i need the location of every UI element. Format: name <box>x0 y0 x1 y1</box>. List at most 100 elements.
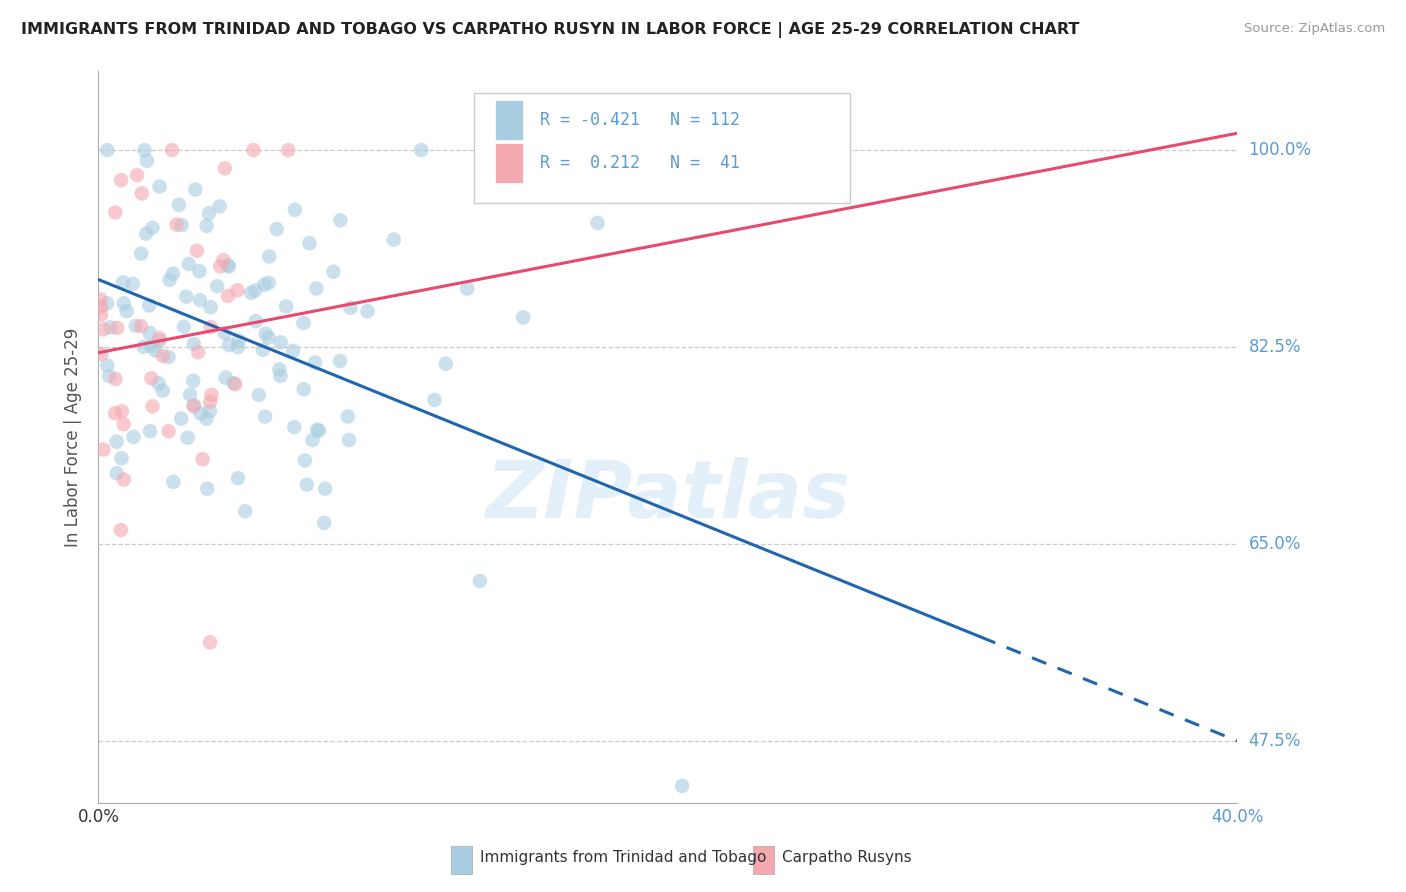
Point <box>129 246 152 260</box>
Point <box>294 453 316 467</box>
FancyBboxPatch shape <box>474 94 851 203</box>
Point <box>181 374 204 388</box>
Point <box>183 400 205 414</box>
Point <box>96 143 118 157</box>
Point <box>141 371 163 385</box>
Point <box>166 218 188 232</box>
Point <box>183 398 205 412</box>
Point <box>198 404 221 418</box>
Point <box>157 350 180 364</box>
Point <box>242 143 264 157</box>
Point <box>159 273 181 287</box>
Point <box>270 368 292 383</box>
Point <box>162 267 184 281</box>
Point <box>105 434 128 449</box>
Point <box>245 314 267 328</box>
Text: R = -0.421   N = 112: R = -0.421 N = 112 <box>540 112 741 129</box>
Point <box>96 359 118 373</box>
Text: 100.0%: 100.0% <box>1249 141 1312 159</box>
Point <box>247 388 270 402</box>
Point <box>240 285 263 300</box>
Point <box>111 404 134 418</box>
Text: 65.0%: 65.0% <box>1249 535 1301 553</box>
Point <box>274 300 297 314</box>
Point <box>145 343 167 358</box>
Point <box>157 424 180 438</box>
Point <box>187 345 209 359</box>
Point <box>257 276 280 290</box>
Bar <box>754 846 773 874</box>
Point <box>434 357 457 371</box>
Point <box>160 143 183 157</box>
Point <box>292 316 315 330</box>
Point <box>93 442 115 457</box>
Point <box>93 322 115 336</box>
Point <box>337 433 360 447</box>
Point <box>277 143 299 157</box>
Point <box>336 409 359 424</box>
Point <box>105 321 128 335</box>
Point <box>314 516 336 530</box>
Point <box>200 320 222 334</box>
Point <box>356 304 378 318</box>
Point <box>141 400 163 414</box>
Point <box>162 475 184 489</box>
Point <box>218 338 240 352</box>
Point <box>468 574 491 588</box>
Point <box>298 236 321 251</box>
Point <box>115 304 138 318</box>
Point <box>208 199 231 213</box>
Point <box>217 289 239 303</box>
Point <box>233 504 256 518</box>
Point <box>224 377 246 392</box>
Point <box>322 265 344 279</box>
Point <box>170 218 193 232</box>
Point <box>90 300 112 314</box>
Text: Immigrants from Trinidad and Tobago: Immigrants from Trinidad and Tobago <box>479 850 766 865</box>
Point <box>104 372 127 386</box>
Point <box>131 186 153 201</box>
Point <box>112 276 135 290</box>
Point <box>228 334 250 348</box>
Point <box>200 388 222 402</box>
Point <box>214 161 236 176</box>
Point <box>110 173 132 187</box>
Point <box>252 343 274 357</box>
Point <box>254 409 277 424</box>
Point <box>257 250 280 264</box>
Point <box>135 227 157 241</box>
Point <box>307 423 329 437</box>
Point <box>283 343 305 358</box>
Point <box>339 301 361 315</box>
Point <box>104 205 127 219</box>
Point <box>301 433 323 447</box>
Point <box>112 417 135 432</box>
Point <box>112 296 135 310</box>
Point <box>184 182 207 196</box>
Point <box>295 477 318 491</box>
Point <box>308 424 330 438</box>
Point <box>89 293 111 307</box>
Point <box>104 406 127 420</box>
Text: R =  0.212   N =  41: R = 0.212 N = 41 <box>540 153 741 172</box>
Point <box>152 384 174 398</box>
Point <box>283 420 305 434</box>
Point <box>135 153 157 168</box>
Point <box>90 308 112 322</box>
Point <box>423 392 446 407</box>
Text: IMMIGRANTS FROM TRINIDAD AND TOBAGO VS CARPATHO RUSYN IN LABOR FORCE | AGE 25-29: IMMIGRANTS FROM TRINIDAD AND TOBAGO VS C… <box>21 22 1080 38</box>
Point <box>186 244 208 258</box>
Point <box>183 337 205 351</box>
Bar <box>495 100 523 140</box>
Point <box>141 220 163 235</box>
Point <box>200 300 222 314</box>
Point <box>127 168 149 182</box>
Point <box>314 482 336 496</box>
Point <box>110 451 132 466</box>
Point <box>132 340 155 354</box>
Point <box>253 277 276 292</box>
Point <box>198 635 221 649</box>
Point <box>125 318 148 333</box>
Point <box>200 394 222 409</box>
Point <box>205 279 228 293</box>
